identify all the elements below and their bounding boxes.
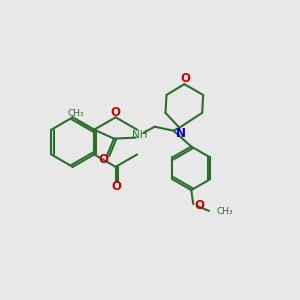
Text: NH: NH [132,130,148,140]
Text: O: O [98,153,108,166]
Text: O: O [111,106,121,119]
Text: CH₃: CH₃ [216,207,233,216]
Text: O: O [194,200,204,212]
Text: N: N [176,127,186,140]
Text: CH₃: CH₃ [67,109,84,118]
Text: O: O [180,72,190,85]
Text: O: O [112,180,122,193]
